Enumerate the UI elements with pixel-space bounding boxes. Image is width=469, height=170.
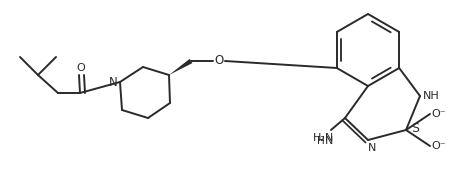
Text: N: N	[325, 136, 333, 146]
Text: O: O	[214, 55, 224, 67]
Text: H₂N: H₂N	[312, 133, 333, 143]
Text: O⁻: O⁻	[431, 109, 446, 119]
Text: H: H	[317, 136, 325, 146]
Text: N: N	[368, 143, 376, 153]
Polygon shape	[169, 59, 192, 75]
Text: S: S	[411, 122, 419, 134]
Text: O⁻: O⁻	[431, 141, 446, 151]
Text: O: O	[76, 63, 85, 73]
Text: N: N	[109, 76, 117, 89]
Text: NH: NH	[423, 91, 439, 101]
